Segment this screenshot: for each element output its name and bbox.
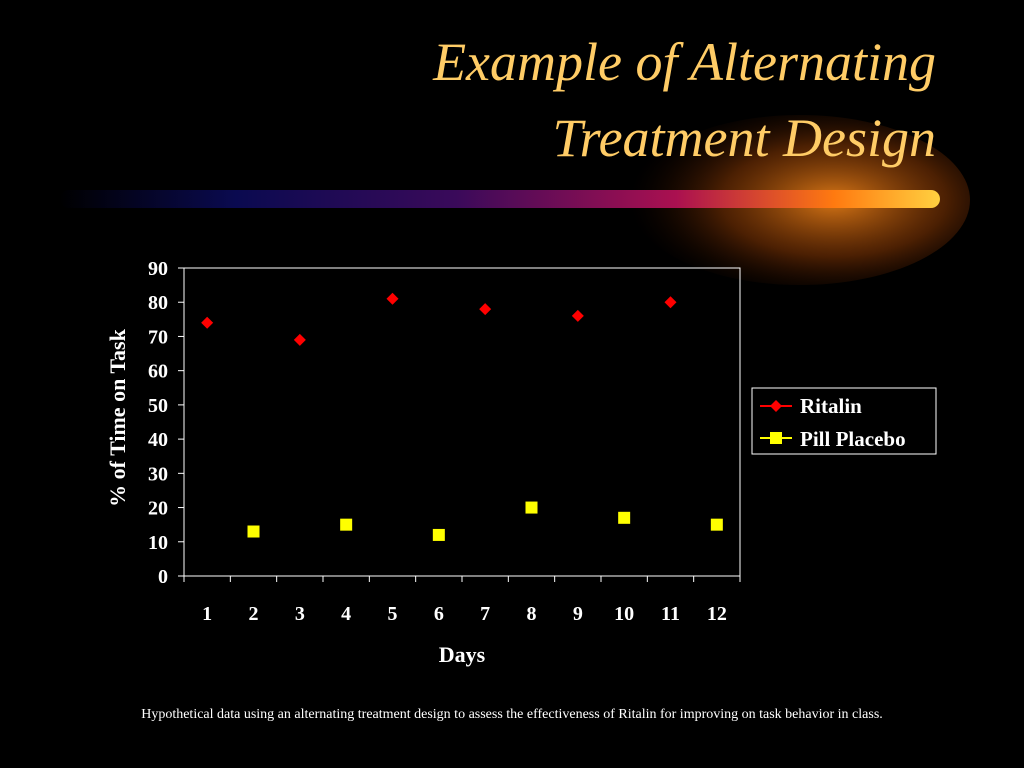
x-tick-label: 2 — [249, 603, 259, 625]
slide-caption: Hypothetical data using an alternating t… — [141, 707, 883, 722]
x-tick-label: 6 — [434, 603, 444, 625]
y-axis-title: % of Time on Task — [105, 328, 130, 506]
y-tick-label: 80 — [148, 292, 168, 314]
slide-title-line-1: Example of Alternating — [433, 32, 936, 92]
legend-box — [751, 387, 937, 455]
x-axis-title: Days — [439, 642, 486, 667]
slide-title-line-2: Treatment Design — [552, 108, 936, 168]
pill-placebo-point — [618, 511, 631, 524]
y-axis: 0 10 20 30 40 50 60 70 80 90 — [148, 258, 184, 588]
legend-ritalin-marker — [770, 400, 782, 412]
x-tick-label: 3 — [295, 603, 305, 625]
pill-placebo-point — [432, 528, 445, 541]
y-tick-label: 50 — [148, 395, 168, 417]
ritalin-point — [386, 292, 399, 305]
x-axis: 1 2 3 4 5 6 7 8 9 10 11 12 — [183, 576, 741, 625]
legend: Ritalin Pill Placebo — [751, 387, 937, 455]
x-tick-label: 1 — [202, 603, 212, 625]
legend-placebo-label: Pill Placebo — [800, 427, 906, 451]
x-tick-label: 8 — [527, 603, 537, 625]
ritalin-point — [571, 309, 584, 322]
ritalin-point — [479, 303, 492, 316]
plot-area — [183, 267, 741, 577]
x-tick-label: 5 — [388, 603, 398, 625]
y-tick-label: 0 — [158, 566, 168, 588]
pill-placebo-point — [710, 518, 723, 531]
pill-placebo-point — [340, 518, 353, 531]
ritalin-point — [664, 296, 677, 309]
ritalin-point — [201, 316, 214, 329]
x-tick-label: 7 — [480, 603, 490, 625]
swoosh-bar — [60, 190, 940, 208]
pill-placebo-point — [247, 525, 260, 538]
data-points — [201, 292, 723, 541]
y-tick-label: 90 — [148, 258, 168, 280]
pill-placebo-point — [525, 501, 538, 514]
y-tick-label: 30 — [148, 463, 168, 485]
ritalin-point — [293, 333, 306, 346]
x-tick-label: 10 — [614, 603, 634, 625]
x-tick-label: 9 — [573, 603, 583, 625]
slide-title: Example of Alternating Treatment Design — [236, 24, 936, 176]
y-tick-label: 60 — [148, 361, 168, 383]
legend-placebo-marker — [770, 432, 782, 444]
x-tick-label: 11 — [661, 603, 680, 625]
x-tick-label: 12 — [707, 603, 727, 625]
y-tick-label: 40 — [148, 429, 168, 451]
x-tick-label: 4 — [341, 603, 351, 625]
legend-ritalin-label: Ritalin — [800, 394, 862, 418]
y-tick-label: 20 — [148, 498, 168, 520]
y-tick-label: 70 — [148, 326, 168, 348]
decorative-swoosh — [60, 115, 970, 285]
y-tick-label: 10 — [148, 532, 168, 554]
